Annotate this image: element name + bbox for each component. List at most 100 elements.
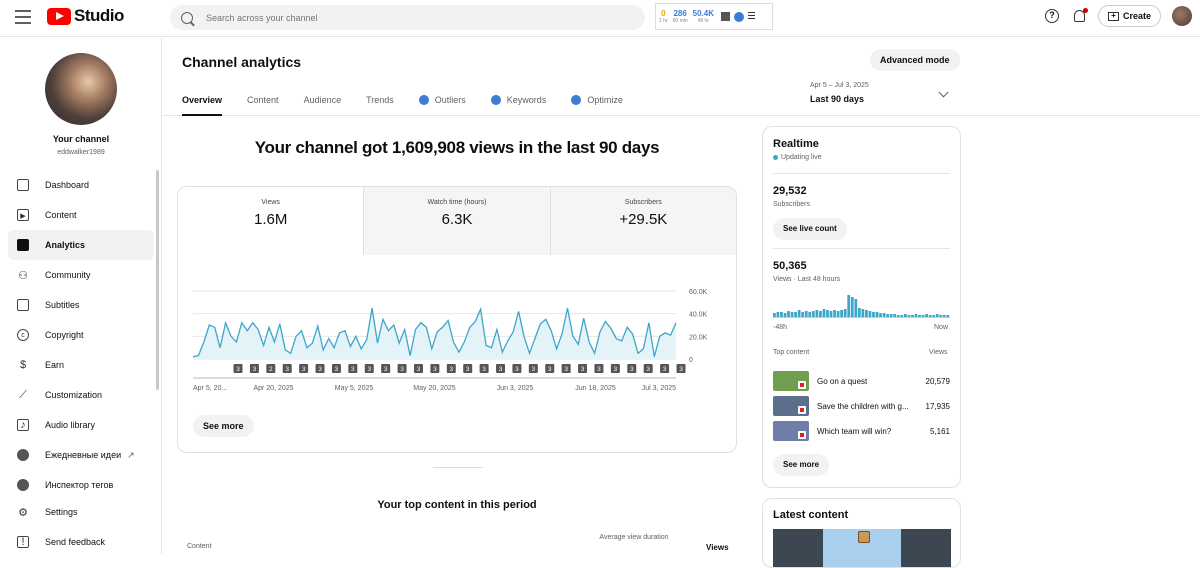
upload-marker-count: 3 [532, 366, 536, 373]
realtime-bar [936, 314, 939, 317]
realtime-bar [784, 313, 787, 317]
sidebar-item-analytics[interactable]: Analytics [8, 230, 154, 260]
realtime-content-item[interactable]: Which team will win? 5,161 [773, 421, 950, 441]
tab-optimize[interactable]: Optimize [571, 95, 623, 116]
extension-icon [17, 479, 29, 491]
create-button[interactable]: +Create [1098, 5, 1161, 27]
shorts-badge-icon [798, 381, 806, 389]
account-avatar[interactable] [1172, 6, 1192, 26]
y-tick-label: 40.0K [689, 312, 708, 319]
sidebar-item-subtitles[interactable]: Subtitles [8, 290, 154, 320]
settings-icon: ⚙ [17, 506, 29, 518]
realtime-bar [918, 315, 921, 317]
ext-logo-icon[interactable] [734, 12, 744, 22]
latest-video-thumbnail[interactable] [773, 529, 951, 568]
search-input[interactable] [206, 13, 606, 23]
shorts-badge-icon [798, 431, 806, 439]
help-icon[interactable]: ? [1045, 9, 1059, 23]
divider [773, 248, 950, 249]
tab-content[interactable]: Content [247, 95, 279, 116]
realtime-bar [819, 311, 822, 317]
video-thumbnail [773, 396, 809, 416]
realtime-content-item[interactable]: Save the children with g... 17,935 [773, 396, 950, 416]
sidebar-item-settings[interactable]: ⚙Settings [8, 499, 154, 525]
extension-logo-icon [419, 95, 429, 105]
realtime-bar [847, 295, 850, 317]
realtime-bar [801, 312, 804, 317]
column-header-content[interactable]: Content [187, 543, 212, 550]
analytics-tabs: Overview Content Audience Trends Outlier… [182, 95, 648, 116]
column-header-views[interactable]: Views [706, 543, 729, 552]
realtime-bar [777, 312, 780, 317]
channel-avatar[interactable] [45, 53, 117, 125]
tab-trends[interactable]: Trends [366, 95, 394, 116]
realtime-bar [911, 315, 914, 317]
realtime-bar [840, 310, 843, 317]
realtime-axis-start: -48h [773, 324, 787, 331]
chevron-down-icon[interactable] [939, 88, 949, 98]
realtime-content-item[interactable]: Go on a quest 20,579 [773, 371, 950, 391]
date-range-text[interactable]: Apr 5 – Jul 3, 2025 [810, 82, 869, 89]
realtime-status: Updating live [773, 154, 821, 161]
x-tick-label: Jul 3, 2025 [642, 385, 676, 392]
sidebar-item-daily-ideas[interactable]: Ежедневные идеи↗ [8, 440, 154, 470]
x-tick-label: Apr 20, 2025 [253, 385, 293, 392]
sidebar-item-tag-inspector[interactable]: Инспектор тегов [8, 470, 154, 500]
upload-marker-count: 3 [663, 366, 667, 373]
upload-marker-count: 3 [679, 366, 683, 373]
realtime-bar [879, 313, 882, 317]
realtime-card: Realtime Updating live 29,532 Subscriber… [762, 126, 961, 488]
sidebar-item-send-feedback[interactable]: !Send feedback [8, 529, 154, 555]
tab-overview[interactable]: Overview [182, 95, 222, 116]
channel-title: Your channel [0, 134, 162, 144]
menu-icon[interactable] [15, 10, 31, 24]
ext-square-icon[interactable] [721, 12, 730, 21]
advanced-mode-button[interactable]: Advanced mode [870, 49, 960, 71]
see-more-button[interactable]: See more [193, 415, 254, 437]
date-range-label[interactable]: Last 90 days [810, 94, 864, 104]
metric-subscribers[interactable]: Subscribers+29.5K [550, 187, 736, 255]
realtime-bar [805, 311, 808, 317]
top-content-title: Your top content in this period [178, 499, 736, 511]
sidebar-item-earn[interactable]: $Earn [8, 350, 154, 380]
tab-outliers[interactable]: Outliers [419, 95, 466, 116]
sidebar-scrollbar[interactable] [156, 170, 159, 390]
realtime-bar [854, 299, 857, 317]
tab-audience[interactable]: Audience [304, 95, 342, 116]
search-bar[interactable] [170, 5, 645, 30]
upload-marker-count: 3 [318, 366, 322, 373]
upload-marker-count: 3 [630, 366, 634, 373]
sidebar-item-content[interactable]: ▸Content [8, 200, 154, 230]
sidebar-item-customization[interactable]: ⟋Customization [8, 380, 154, 410]
notifications-bell-icon[interactable] [1074, 10, 1085, 22]
studio-logo[interactable]: Studio [47, 6, 124, 26]
sidebar-item-audio-library[interactable]: ♪Audio library [8, 410, 154, 440]
realtime-bar [823, 309, 826, 317]
magic-wand-icon: ⟋ [17, 389, 29, 401]
upload-marker-count: 3 [236, 366, 240, 373]
see-live-count-button[interactable]: See live count [773, 218, 847, 240]
metric-watch-time[interactable]: Watch time (hours)6.3K [363, 187, 549, 255]
realtime-views-chart[interactable] [773, 293, 950, 319]
sidebar-item-community[interactable]: ⚇Community [8, 260, 154, 290]
views-column-label: Views [929, 349, 948, 356]
realtime-see-more-button[interactable]: See more [773, 454, 829, 476]
x-tick-label: Jun 18, 2025 [575, 385, 616, 392]
realtime-bar [939, 315, 942, 317]
realtime-views-label: Views · Last 48 hours [773, 276, 840, 283]
top-content-label: Top content [773, 349, 809, 356]
views-headline: Your channel got 1,609,908 views in the … [178, 138, 736, 158]
ext-menu-icon[interactable] [748, 12, 755, 21]
realtime-bar [869, 311, 872, 317]
realtime-bar [915, 314, 918, 317]
search-icon[interactable] [181, 12, 193, 24]
realtime-bar [890, 314, 893, 317]
tab-keywords[interactable]: Keywords [491, 95, 547, 116]
column-header-avd[interactable]: Average view duration [598, 533, 670, 543]
sidebar-item-dashboard[interactable]: Dashboard [8, 170, 154, 200]
